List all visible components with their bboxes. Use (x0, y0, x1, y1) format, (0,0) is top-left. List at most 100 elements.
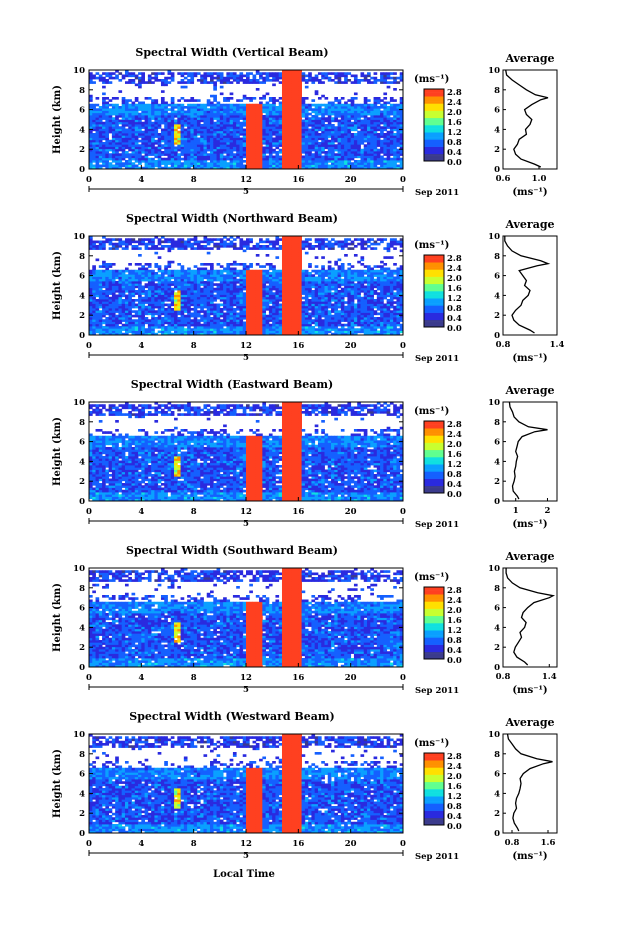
heatmap-cell (151, 72, 155, 75)
heatmap-cell (246, 139, 250, 143)
heatmap-cell (180, 139, 185, 143)
heatmap-cell (180, 153, 185, 156)
heatmap-cell (108, 148, 113, 152)
heatmap-cell (376, 148, 381, 152)
heatmap-cell (134, 151, 139, 154)
heatmap-cell (128, 121, 132, 125)
heatmap-cell (154, 124, 159, 127)
heatmap-cell (151, 151, 155, 154)
heatmap-cell (200, 130, 204, 134)
heatmap-cell (160, 79, 165, 82)
heatmap-cell (144, 142, 149, 145)
heatmap-cell (151, 166, 155, 170)
heatmap-cell (134, 124, 139, 127)
heatmap-cell (213, 287, 217, 291)
heatmap-cell (134, 99, 139, 102)
heatmap-cell (138, 112, 142, 116)
heatmap-cell (128, 74, 132, 78)
heatmap-cell (121, 146, 126, 150)
heatmap-cell (383, 72, 388, 75)
heatmap-cell (216, 151, 221, 154)
heatmap-cell (259, 139, 263, 143)
heatmap-cell (115, 119, 119, 123)
heatmap-cell (105, 115, 110, 118)
heatmap-cell (252, 157, 257, 161)
heatmap-cell (160, 106, 165, 109)
heatmap-cell (190, 146, 195, 150)
heatmap-cell (183, 162, 188, 165)
heatmap-cell (151, 81, 155, 84)
heatmap-cell (249, 99, 253, 102)
heatmap-cell (242, 121, 247, 125)
heatmap-cell (232, 126, 237, 129)
heatmap-cell (252, 108, 257, 111)
heatmap-cell (134, 290, 139, 293)
heatmap-cell (252, 160, 257, 163)
heatmap-cell (151, 238, 155, 241)
heatmap-cell (259, 162, 263, 165)
heatmap-cell (183, 164, 188, 168)
heatmap-cell (246, 155, 250, 159)
heatmap-cell (141, 155, 145, 159)
heatmap-cell (128, 117, 132, 120)
heatmap-cell (89, 139, 93, 143)
heatmap-cell (108, 166, 113, 170)
heatmap-cell (131, 164, 136, 168)
heatmap-cell (131, 245, 136, 248)
heatmap-cell (147, 110, 152, 114)
heatmap-cell (206, 166, 211, 170)
heatmap-cell (210, 151, 214, 154)
heatmap-cell (180, 238, 185, 241)
heatmap-cell (213, 133, 217, 136)
heatmap-cell (174, 121, 178, 125)
heatmap-cell (98, 153, 103, 156)
heatmap-cell (223, 146, 227, 150)
y-tick-label: 10 (73, 66, 85, 76)
heatmap-cell (232, 76, 237, 80)
heatmap-cell (151, 126, 155, 129)
heatmap-cell (141, 151, 145, 154)
heatmap-cell (259, 110, 263, 114)
heatmap-cell (141, 81, 145, 84)
heatmap-cell (236, 263, 240, 266)
heatmap-cell (138, 148, 142, 152)
heatmap-cell (210, 108, 214, 111)
heatmap-cell (223, 164, 227, 168)
heatmap-cell (105, 162, 110, 165)
heatmap-cell (193, 151, 198, 154)
heatmap-cell (213, 88, 217, 91)
heatmap-cell (246, 103, 250, 107)
heatmap-cell (151, 157, 155, 161)
heatmap-cell (190, 155, 195, 159)
heatmap-cell (190, 106, 195, 109)
heatmap-cell (327, 72, 332, 75)
heatmap-cell (226, 151, 231, 154)
heatmap-cell (121, 137, 126, 141)
heatmap-cell (249, 110, 253, 114)
heatmap-cell (157, 153, 162, 156)
y-tick-label: 8 (79, 86, 85, 96)
heatmap-cell (210, 94, 214, 98)
heatmap-cell (131, 117, 136, 120)
heatmap-cell (92, 139, 96, 143)
heatmap-cell (210, 135, 214, 138)
heatmap-cell (177, 72, 181, 75)
heatmap-cell (92, 166, 96, 170)
heatmap-cell (174, 106, 178, 109)
heatmap-cell (219, 119, 224, 123)
heatmap-cell (229, 139, 234, 143)
heatmap-cell (193, 128, 198, 132)
heatmap-cell (196, 142, 201, 145)
heatmap-cell (190, 133, 195, 136)
heatmap-cell (108, 144, 113, 147)
heatmap-cell (193, 121, 198, 125)
heatmap-cell (246, 133, 250, 136)
heatmap-cell (124, 121, 129, 125)
heatmap-cell (246, 79, 250, 82)
heatmap-cell (249, 151, 253, 154)
heatmap-cell (102, 128, 106, 132)
heatmap-cell (265, 137, 270, 141)
heatmap-cell (236, 124, 240, 127)
heatmap-cell (151, 103, 155, 107)
heatmap-cell (213, 157, 217, 161)
